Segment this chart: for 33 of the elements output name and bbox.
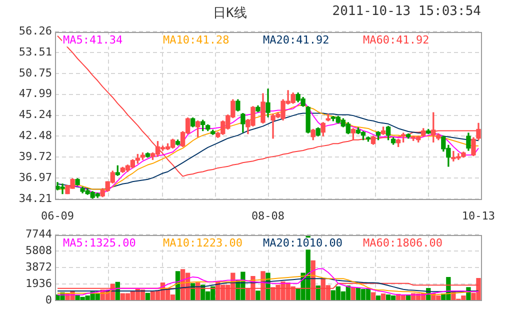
x-tick-label: 10-13: [462, 209, 496, 222]
text: MA20:41.92: [263, 33, 330, 46]
x-tick-label: 08-08: [251, 209, 285, 222]
text: MA10:1223.00: [163, 236, 242, 250]
y-tick-label: 56.26: [18, 24, 52, 38]
bar: [145, 292, 150, 300]
text: MA60:1806.00: [363, 236, 442, 250]
text: MA60:41.92: [363, 33, 430, 46]
text: MA5:1325.00: [63, 236, 136, 250]
bar: [380, 294, 386, 300]
x-tick-label: 06-09: [40, 209, 74, 222]
bar: [350, 287, 356, 300]
y-tick-label: 47.99: [18, 87, 52, 100]
text: MA5:41.34: [63, 33, 123, 46]
y-tick-label: 3872: [26, 260, 52, 274]
y-tick-label: 36.97: [18, 170, 52, 184]
bar: [370, 292, 376, 300]
text: MA20:1010.00: [263, 236, 342, 250]
bar: [376, 295, 381, 300]
bar: [256, 290, 260, 300]
chart-title: 日K线: [213, 6, 247, 21]
y-tick-label: 1936: [26, 276, 52, 290]
y-tick-label: 53.51: [18, 45, 52, 58]
y-tick-label: 7744: [26, 227, 52, 240]
text: 2011-10-13 15:03:54: [332, 4, 481, 19]
text: MA10:41.28: [163, 33, 230, 46]
y-tick-label: 0: [45, 293, 52, 306]
y-tick-label: 39.72: [18, 150, 52, 164]
y-tick-label: 45.24: [18, 108, 52, 122]
y-tick-label: 50.75: [18, 66, 52, 80]
y-tick-label: 5808: [26, 244, 52, 257]
y-tick-label: 42.48: [18, 129, 52, 142]
y-tick-label: 34.21: [18, 192, 52, 205]
